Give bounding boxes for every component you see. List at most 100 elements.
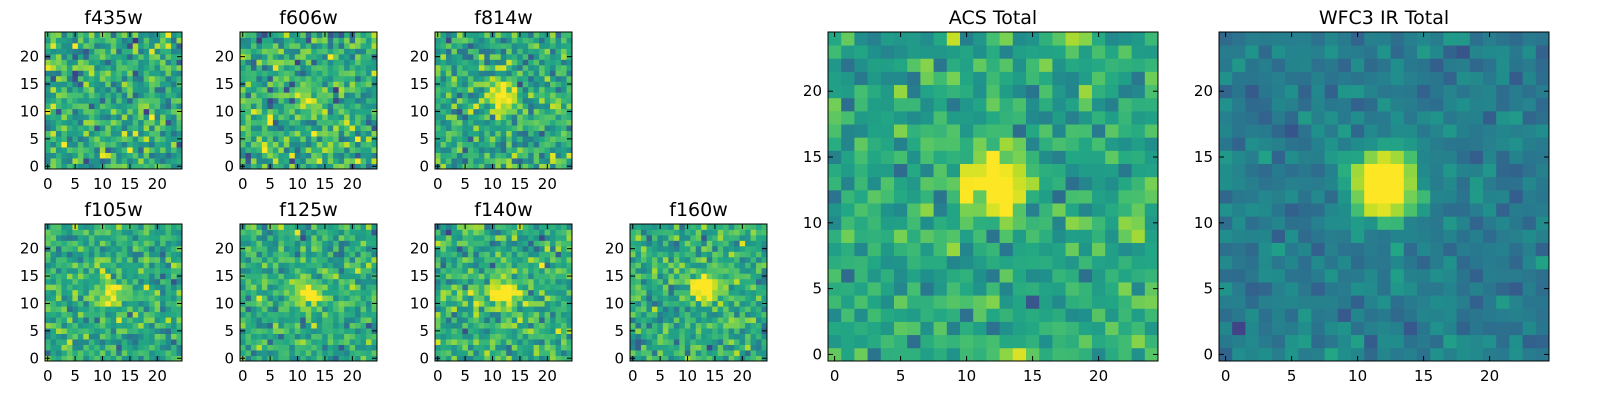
heatmap-cell — [66, 322, 73, 329]
heatmap-cell — [322, 273, 329, 280]
heatmap-cell — [110, 141, 117, 148]
heatmap-cell — [171, 53, 177, 60]
heatmap-cell — [61, 350, 68, 356]
heatmap-cell — [539, 355, 545, 362]
heatmap-cell — [138, 92, 145, 99]
heatmap-cell — [55, 59, 62, 66]
heatmap-cell — [61, 141, 68, 148]
heatmap-cell — [1131, 347, 1146, 362]
heatmap-cell — [245, 229, 252, 236]
heatmap-cell — [311, 103, 318, 110]
heatmap-cell — [761, 350, 768, 356]
heatmap-cell — [149, 163, 155, 170]
heatmap-cell — [338, 300, 345, 307]
heatmap-cell — [149, 136, 155, 142]
heatmap-cell — [338, 86, 345, 93]
heatmap-cell — [289, 284, 296, 291]
heatmap-cell — [316, 229, 323, 236]
heatmap-cell — [121, 267, 128, 274]
heatmap-cell — [138, 163, 145, 170]
heatmap-cell — [316, 273, 323, 280]
heatmap-cell — [94, 240, 101, 247]
heatmap-cell — [322, 59, 329, 66]
heatmap-cell — [278, 53, 285, 60]
heatmap-cell — [110, 240, 117, 247]
heatmap-cell — [522, 322, 529, 329]
heatmap-cell — [462, 234, 469, 241]
heatmap-cell — [165, 86, 172, 93]
heatmap-cell — [66, 59, 73, 66]
heatmap-cell — [456, 273, 463, 280]
heatmap-cell — [344, 245, 350, 252]
heatmap-cell — [99, 284, 106, 291]
heatmap-cell — [635, 229, 642, 236]
heatmap-cell — [445, 355, 452, 362]
heatmap-cell — [360, 355, 367, 362]
heatmap-cell — [116, 86, 123, 93]
heatmap-cell — [338, 273, 345, 280]
heatmap-cell — [435, 48, 441, 55]
heatmap-cell — [94, 350, 101, 356]
heatmap-cell — [171, 306, 177, 313]
heatmap-cell — [717, 234, 724, 241]
heatmap-cell — [272, 311, 279, 318]
heatmap-cell — [555, 86, 562, 93]
heatmap-cell — [165, 64, 172, 71]
heatmap-cell — [366, 97, 372, 104]
heatmap-cell — [841, 163, 855, 178]
heatmap-cell — [116, 103, 123, 110]
heatmap-cell — [256, 103, 263, 110]
heatmap-cell — [110, 108, 117, 115]
heatmap-cell — [110, 59, 117, 66]
heatmap-cell — [154, 48, 161, 55]
heatmap-cell — [445, 273, 452, 280]
heatmap-cell — [261, 136, 268, 142]
heatmap-cell — [445, 158, 452, 164]
heatmap-cell — [1118, 334, 1132, 349]
heatmap-cell — [88, 130, 95, 137]
heatmap-cell — [500, 86, 507, 93]
heatmap-cell — [61, 97, 68, 104]
heatmap-cell — [272, 344, 279, 351]
heatmap-cell — [261, 103, 268, 110]
heatmap-cell — [828, 189, 842, 204]
heatmap-cell — [305, 306, 312, 313]
heatmap-cell — [61, 48, 68, 55]
heatmap-cell — [283, 355, 290, 362]
heatmap-cell — [690, 284, 697, 291]
heatmap-cell — [550, 333, 556, 340]
heatmap-cell — [316, 147, 323, 153]
heatmap-cell — [245, 300, 252, 307]
heatmap-cell — [171, 240, 177, 247]
heatmap-cell — [517, 278, 524, 285]
heatmap-cell — [165, 306, 172, 313]
heatmap-cell — [544, 59, 551, 66]
heatmap-cell — [300, 108, 307, 115]
heatmap-cell — [528, 256, 535, 263]
heatmap-cell — [160, 136, 166, 142]
heatmap-cell — [550, 267, 556, 274]
heatmap-cell — [267, 229, 274, 236]
heatmap-cell — [333, 311, 340, 318]
heatmap-cell — [1131, 282, 1146, 296]
heatmap-cell — [143, 278, 150, 285]
heatmap-cell — [986, 176, 1000, 191]
heatmap-cell — [305, 59, 312, 66]
heatmap-cell — [110, 328, 117, 334]
heatmap-cell — [907, 242, 921, 257]
heatmap-cell — [360, 273, 367, 280]
heatmap-cell — [110, 81, 117, 88]
heatmap-cell — [435, 284, 441, 291]
heatmap-cell — [440, 114, 447, 121]
y-tick-label: 15 — [20, 75, 39, 93]
heatmap-cell — [1131, 176, 1146, 191]
heatmap-cell — [1065, 176, 1080, 191]
heatmap-cell — [267, 48, 274, 55]
heatmap-cell — [154, 245, 161, 252]
heatmap-cell — [160, 278, 166, 285]
heatmap-cell — [322, 125, 329, 132]
heatmap-cell — [750, 355, 757, 362]
heatmap-cell — [456, 147, 463, 153]
heatmap-cell — [533, 256, 540, 263]
